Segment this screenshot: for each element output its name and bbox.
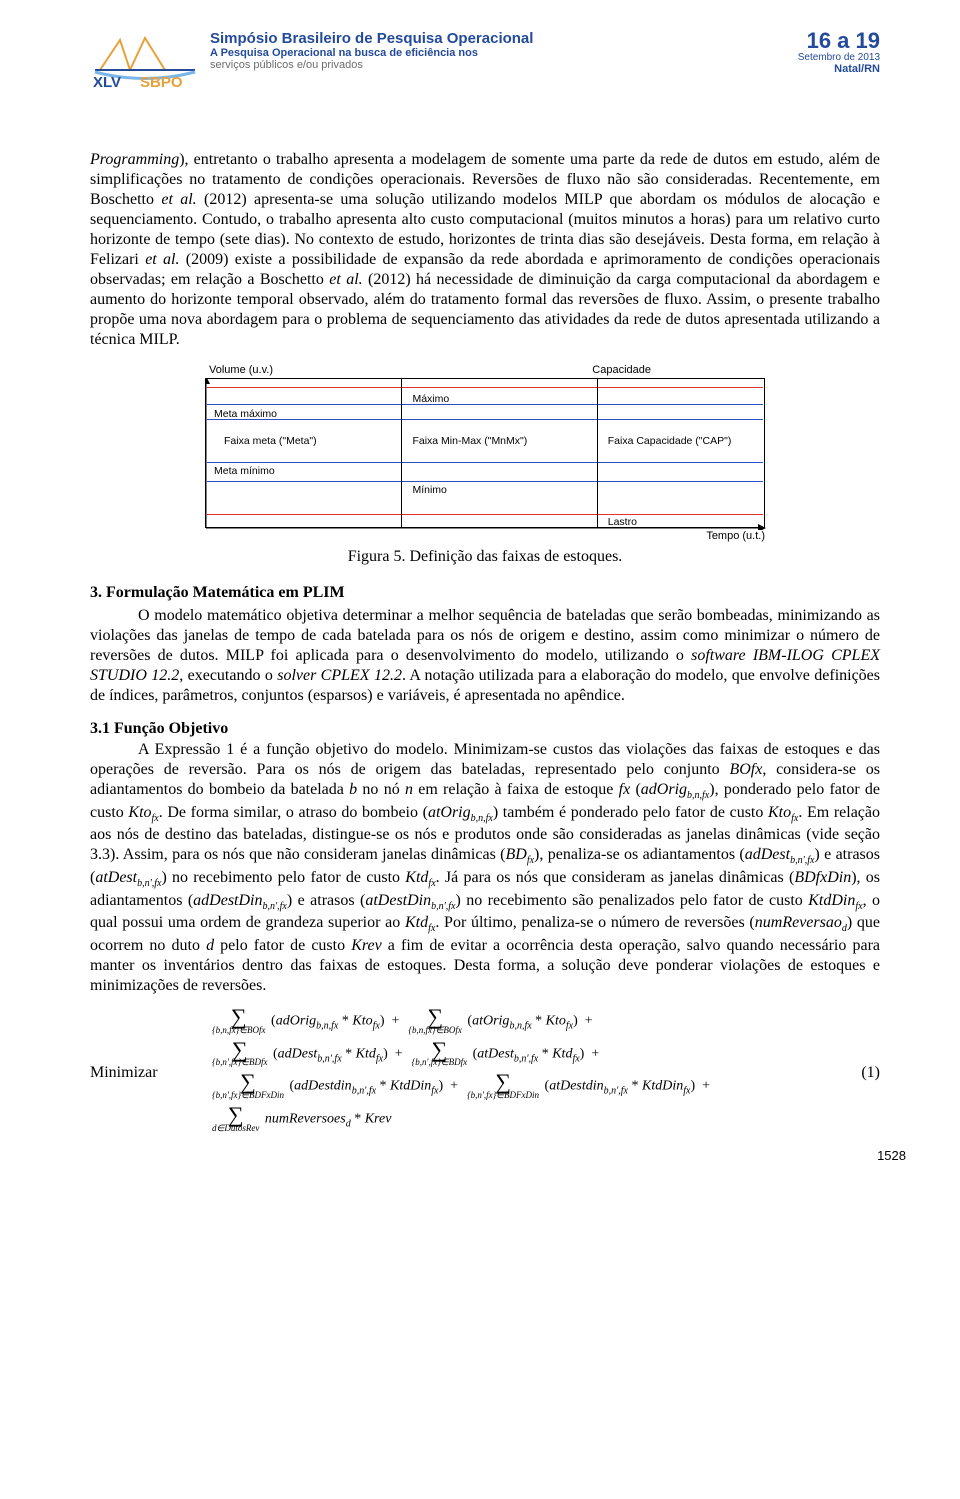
sym-adDest: adDest (745, 846, 790, 863)
sub: b,n',fx (431, 901, 455, 912)
eq-body: ∑{b,n,fx}∈BOfx (adOrigb,n,fx * Ktofx) + … (210, 1008, 840, 1138)
txt: ), penaliza-se os adiantamentos ( (534, 846, 745, 863)
fig-x-axis-label: Tempo (u.t.) (205, 530, 765, 542)
txt: ) também é ponderado pelo fator de custo (493, 804, 768, 821)
label-lastro: Lastro (608, 516, 637, 528)
sub: b,n',fx (137, 878, 161, 889)
sym-BDfx: BD (506, 846, 527, 863)
sym-numRev: numReversao (755, 914, 842, 931)
sym-Kto2: Kto (768, 804, 791, 821)
conference-subtitle-1: A Pesquisa Operacional na busca de efici… (210, 47, 533, 59)
conference-name: Simpósio Brasileiro de Pesquisa Operacio… (210, 30, 533, 47)
sub: b,n,fx (471, 813, 493, 824)
txt: . Por último, penaliza-se o número de re… (435, 914, 754, 931)
txt: ) no recebimento pelo fator de custo (161, 869, 405, 886)
svg-text:SBPO: SBPO (140, 74, 183, 90)
sub: fx (855, 901, 862, 912)
txt: ) no recebimento são penalizados pelo fa… (455, 892, 808, 909)
sym-b: b (349, 781, 357, 798)
eq-label: Minimizar (90, 1064, 210, 1082)
conference-header: XLV SBPO Simpósio Brasileiro de Pesquisa… (90, 30, 880, 90)
sym-BDfxDin: BDfxDin (794, 869, 851, 886)
fig-capacity-label: Capacidade (592, 364, 651, 376)
sym-BOfx: BOfx (729, 761, 762, 778)
txt: em relação à faixa de estoque (413, 781, 619, 798)
stock-bands-chart: Máximo Meta máximo Faixa meta ("Meta") F… (205, 378, 765, 528)
sym-adDestDin: adDestDin (193, 892, 262, 909)
vline-2 (597, 379, 598, 527)
label-band-meta: Faixa meta ("Meta") (224, 435, 317, 447)
txt: pelo fator de custo (214, 937, 351, 954)
eq-line-1: ∑{b,n,fx}∈BOfx (adOrigb,n,fx * Ktofx) + … (210, 1008, 840, 1035)
paragraph-sec3: O modelo matemático objetiva determinar … (90, 606, 880, 706)
fig-y-axis-label: Volume (u.v.) (209, 364, 273, 376)
label-max: Máximo (412, 393, 449, 405)
label-band-mnmx: Faixa Min-Max ("MnMx") (412, 435, 527, 447)
txt: no nó (357, 781, 405, 798)
sub: b,n',fx (263, 901, 287, 912)
eq-line-4: ∑d∈DutosRev numReversoesd * Krev (210, 1106, 840, 1133)
heading-section-3: 3. Formulação Matemática em PLIM (90, 584, 880, 602)
eq-number: (1) (840, 1064, 880, 1082)
conference-city: Natal/RN (798, 63, 880, 75)
eq-line-3: ∑{b,n',fx}∈BDFxDin (adDestdinb,n',fx * K… (210, 1073, 840, 1100)
sym-Ktd: Ktd (405, 869, 428, 886)
figure-caption: Figura 5. Definição das faixas de estoqu… (205, 548, 765, 566)
header-left: XLV SBPO Simpósio Brasileiro de Pesquisa… (90, 30, 533, 90)
svg-text:XLV: XLV (93, 74, 121, 90)
sub: fx (152, 813, 159, 824)
label-min: Mínimo (412, 484, 446, 496)
sym-Ktd2: Ktd (405, 914, 428, 931)
sym-fx: fx (619, 781, 631, 798)
equation-1: Minimizar ∑{b,n,fx}∈BOfx (adOrigb,n,fx *… (90, 1008, 880, 1138)
vline-1 (401, 379, 402, 527)
eq-line-2: ∑{b,n',fx}∈BDfx (adDestb,n',fx * Ktdfx) … (210, 1041, 840, 1068)
sym-atDest: atDest (95, 869, 137, 886)
sym-atDestDin: atDestDin (365, 892, 431, 909)
sym-adOrig: adOrig (641, 781, 687, 798)
sub: fx (527, 856, 534, 867)
txt: . De forma similar, o atraso do bombeio … (159, 804, 428, 821)
sym-Krev: Krev (351, 937, 382, 954)
conference-title-block: Simpósio Brasileiro de Pesquisa Operacio… (210, 30, 533, 71)
sbpo-logo: XLV SBPO (90, 30, 200, 90)
txt: ) e atrasos ( (287, 892, 365, 909)
conference-month: Setembro de 2013 (798, 52, 880, 63)
label-band-cap: Faixa Capacidade ("CAP") (608, 435, 732, 447)
figure-5: Volume (u.v.) Capacidade Máximo Meta máx… (205, 364, 765, 566)
header-right: 16 a 19 Setembro de 2013 Natal/RN (798, 30, 880, 75)
sym-KtdDin: KtdDin (808, 892, 855, 909)
sym-d: d (206, 937, 214, 954)
label-meta-min: Meta mínimo (214, 465, 275, 477)
label-meta-max: Meta máximo (214, 408, 277, 420)
sub: fx (428, 878, 435, 889)
sub: b,n,fx (687, 790, 709, 801)
sym-Kto: Kto (128, 804, 151, 821)
page-number: 1528 (877, 1148, 906, 1163)
sym-n: n (405, 781, 413, 798)
paragraph-31: A Expressão 1 é a função objetivo do mod… (90, 740, 880, 996)
paragraph-intro: Programming), entretanto o trabalho apre… (90, 150, 880, 350)
conference-subtitle-2: serviços públicos e/ou privados (210, 59, 533, 71)
sub: b,n',fx (790, 856, 814, 867)
txt: . Já para os nós que consideram as janel… (436, 869, 795, 886)
sym-atOrig: atOrig (428, 804, 471, 821)
conference-dates: 16 a 19 (798, 30, 880, 52)
heading-subsection-31: 3.1 Função Objetivo (90, 720, 880, 738)
